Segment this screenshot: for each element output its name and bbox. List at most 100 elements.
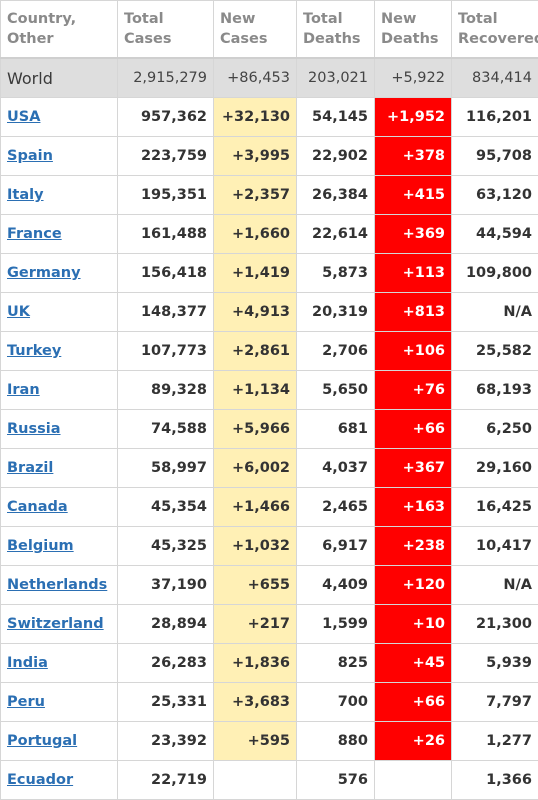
new-deaths-cell: +10 xyxy=(375,605,452,644)
country-link[interactable]: USA xyxy=(7,109,40,125)
total-deaths-cell: 26,384 xyxy=(297,176,375,215)
total-deaths-cell: 5,873 xyxy=(297,254,375,293)
world-total-cases: 2,915,279 xyxy=(118,58,214,98)
new-cases-cell: +6,002 xyxy=(214,449,297,488)
country-link[interactable]: Netherlands xyxy=(7,577,107,593)
country-link[interactable]: India xyxy=(7,655,48,671)
new-cases-cell: +2,357 xyxy=(214,176,297,215)
country-link[interactable]: Brazil xyxy=(7,460,53,476)
total-cases-cell: 957,362 xyxy=(118,98,214,137)
new-deaths-cell: +113 xyxy=(375,254,452,293)
new-cases-cell: +4,913 xyxy=(214,293,297,332)
country-link[interactable]: Switzerland xyxy=(7,616,104,632)
total-recovered-cell: 116,201 xyxy=(452,98,538,137)
country-name-cell: UK xyxy=(1,293,118,332)
total-recovered-cell: 1,277 xyxy=(452,722,538,761)
country-link[interactable]: Belgium xyxy=(7,538,74,554)
country-name-cell: India xyxy=(1,644,118,683)
total-deaths-cell: 54,145 xyxy=(297,98,375,137)
new-deaths-cell: +76 xyxy=(375,371,452,410)
new-deaths-cell: +813 xyxy=(375,293,452,332)
total-cases-cell: 25,331 xyxy=(118,683,214,722)
total-deaths-cell: 4,409 xyxy=(297,566,375,605)
country-name-cell: Peru xyxy=(1,683,118,722)
new-cases-cell: +1,032 xyxy=(214,527,297,566)
new-cases-cell xyxy=(214,761,297,800)
new-deaths-cell: +45 xyxy=(375,644,452,683)
total-recovered-cell: 109,800 xyxy=(452,254,538,293)
country-name-cell: Belgium xyxy=(1,527,118,566)
total-cases-cell: 26,283 xyxy=(118,644,214,683)
total-recovered-cell: 68,193 xyxy=(452,371,538,410)
total-recovered-cell: 10,417 xyxy=(452,527,538,566)
total-cases-cell: 161,488 xyxy=(118,215,214,254)
total-cases-cell: 223,759 xyxy=(118,137,214,176)
new-deaths-cell: +378 xyxy=(375,137,452,176)
total-deaths-cell: 2,465 xyxy=(297,488,375,527)
country-link[interactable]: Turkey xyxy=(7,343,61,359)
country-name-cell: Italy xyxy=(1,176,118,215)
new-deaths-cell: +1,952 xyxy=(375,98,452,137)
country-name-cell: Turkey xyxy=(1,332,118,371)
new-cases-cell: +1,134 xyxy=(214,371,297,410)
country-name-cell: France xyxy=(1,215,118,254)
new-deaths-cell: +238 xyxy=(375,527,452,566)
total-deaths-cell: 20,319 xyxy=(297,293,375,332)
country-name-cell: Netherlands xyxy=(1,566,118,605)
new-cases-cell: +5,966 xyxy=(214,410,297,449)
total-recovered-cell: 6,250 xyxy=(452,410,538,449)
country-name-cell: Canada xyxy=(1,488,118,527)
total-deaths-cell: 6,917 xyxy=(297,527,375,566)
country-link[interactable]: Italy xyxy=(7,187,44,203)
country-name-cell: Germany xyxy=(1,254,118,293)
country-name-cell: Iran xyxy=(1,371,118,410)
country-link[interactable]: France xyxy=(7,226,62,242)
new-deaths-cell: +163 xyxy=(375,488,452,527)
country-name-cell: USA xyxy=(1,98,118,137)
new-deaths-cell: +369 xyxy=(375,215,452,254)
country-name-cell: Russia xyxy=(1,410,118,449)
new-deaths-cell: +66 xyxy=(375,410,452,449)
new-deaths-cell: +106 xyxy=(375,332,452,371)
total-deaths-cell: 1,599 xyxy=(297,605,375,644)
world-new-cases: +86,453 xyxy=(214,58,297,98)
total-cases-cell: 148,377 xyxy=(118,293,214,332)
country-link[interactable]: Germany xyxy=(7,265,81,281)
total-cases-cell: 45,354 xyxy=(118,488,214,527)
country-link[interactable]: Ecuador xyxy=(7,772,73,788)
total-deaths-cell: 2,706 xyxy=(297,332,375,371)
country-link[interactable]: Iran xyxy=(7,382,40,398)
total-cases-cell: 195,351 xyxy=(118,176,214,215)
country-link[interactable]: Spain xyxy=(7,148,53,164)
country-link[interactable]: UK xyxy=(7,304,30,320)
header-country[interactable]: Country,Other xyxy=(1,1,118,59)
world-total-row: World 2,915,279 +86,453 203,021 +5,922 8… xyxy=(1,58,538,98)
total-recovered-cell: 44,594 xyxy=(452,215,538,254)
country-link[interactable]: Peru xyxy=(7,694,45,710)
total-cases-cell: 89,328 xyxy=(118,371,214,410)
total-deaths-cell: 22,614 xyxy=(297,215,375,254)
new-cases-cell: +1,419 xyxy=(214,254,297,293)
country-link[interactable]: Russia xyxy=(7,421,61,437)
country-link[interactable]: Canada xyxy=(7,499,68,515)
country-link[interactable]: Portugal xyxy=(7,733,77,749)
